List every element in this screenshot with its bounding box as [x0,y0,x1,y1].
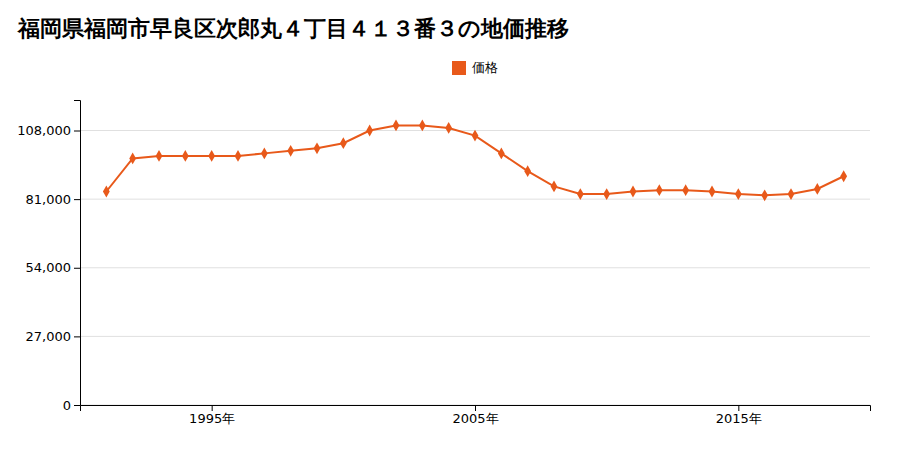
marker [709,186,716,198]
marker [366,125,373,137]
tick-mark [212,405,213,411]
tick-mark [74,199,80,200]
marker [393,120,400,132]
y-axis: 0 27,000 54,000 81,000 108,000 [17,101,80,413]
tick-label: 81,000 [26,192,72,207]
grid-line [80,267,870,268]
grid [80,131,870,406]
tick-label: 108,000 [17,123,71,138]
marker [682,184,689,196]
marker [445,122,452,134]
grid-line [80,336,870,337]
tick-mark [74,131,80,132]
marker [577,188,584,200]
marker [261,147,268,159]
marker [472,130,479,142]
tick: 2005年 [452,405,498,426]
marker [524,165,531,177]
marker [103,186,110,198]
marker [235,150,242,162]
tick: 1995年 [189,405,235,426]
marker [761,189,768,201]
x-axis: 1995年 2005年 2015年 [81,405,871,426]
title: 福岡県福岡市早良区次郎丸４丁目４１３番３の地価推移 [17,16,569,41]
marker [129,153,136,165]
tick-mark [475,405,476,411]
plot-area: 0 27,000 54,000 81,000 108,000 1995年 2005年 2015… [17,101,870,427]
marker [656,184,663,196]
axis-line [81,406,871,412]
marker [340,137,347,149]
marker [603,188,610,200]
tick: 54,000 [26,260,81,275]
marker [814,183,821,195]
tick-mark [74,268,80,269]
tick-label: 2005年 [452,411,498,426]
marker [287,145,294,157]
marker [840,170,847,182]
tick-mark [738,405,739,411]
marker [419,120,426,132]
tick: 81,000 [26,192,81,207]
tick: 27,000 [26,329,81,344]
legend-item: 価格 [452,60,498,75]
tick-label: 1995年 [189,411,235,426]
tick: 0 [63,398,80,413]
chart: 0 27,000 54,000 81,000 108,000 1995年 2005年 2015… [0,0,900,450]
legend-swatch [452,61,466,75]
marker [788,188,795,200]
marks [103,120,847,202]
marker [498,147,505,159]
marker [735,188,742,200]
tick-label: 27,000 [26,329,72,344]
marker [208,150,215,162]
tick-mark [74,405,80,406]
tick-label: 54,000 [26,260,72,275]
tick-label: 0 [63,398,71,413]
line [106,125,843,195]
marker [551,181,558,193]
tick-label: 2015年 [716,411,762,426]
axis-line [74,101,81,406]
tick-mark [74,336,80,337]
grid-line [80,199,870,200]
marker [314,142,321,154]
tick: 2015年 [716,405,762,426]
marker [182,150,189,162]
legend: 価格 [452,60,498,75]
tick: 108,000 [17,123,80,138]
legend-label: 価格 [472,60,498,75]
marker [630,186,637,198]
marker [156,150,163,162]
